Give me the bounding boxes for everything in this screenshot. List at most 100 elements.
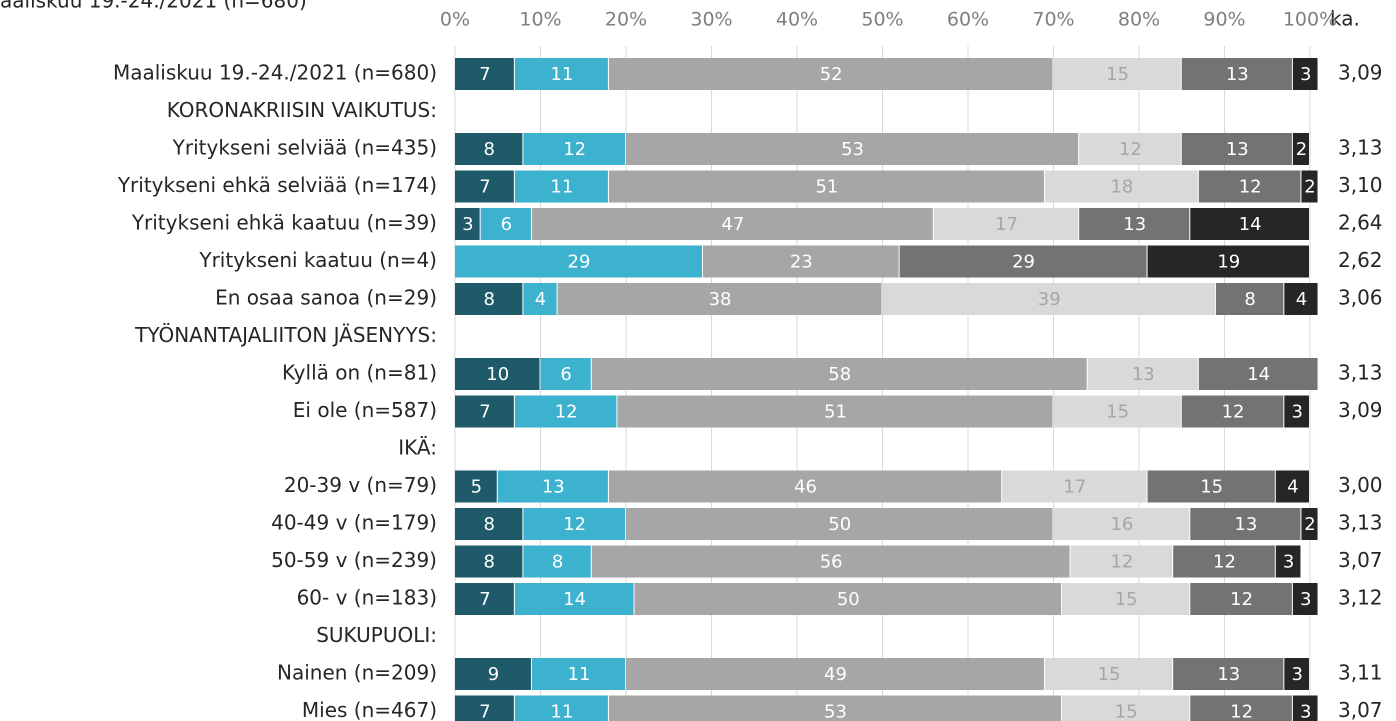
segment-label: 12: [555, 402, 578, 423]
segment-label: 5: [471, 477, 482, 498]
x-tick-label: 0%: [440, 9, 470, 31]
category-label: 20-39 v (n=79): [284, 473, 437, 497]
bar-segment: [702, 245, 899, 278]
x-tick-label: 20%: [605, 9, 647, 31]
bar-segment: [455, 133, 523, 165]
segment-label: 3: [1291, 402, 1302, 423]
bar-segment: [455, 583, 514, 615]
segment-label: 56: [820, 552, 843, 573]
segment-label: 11: [550, 177, 573, 198]
mean-label: 3,00: [1338, 473, 1383, 497]
bar-segment: [557, 283, 882, 315]
segment-label: 18: [1110, 177, 1133, 198]
bar-segment: [514, 395, 617, 428]
bar-segment: [1292, 583, 1318, 615]
bar-segment: [1190, 583, 1292, 615]
segment-label: 11: [568, 664, 591, 685]
x-tick-label: 30%: [690, 9, 732, 31]
mean-header: ka.: [1330, 7, 1360, 31]
bar-segment: [455, 208, 480, 240]
bar-segment: [591, 545, 1070, 578]
segment-label: 4: [1296, 289, 1307, 310]
segment-label: 49: [824, 664, 847, 685]
mean-label: 3,13: [1338, 361, 1383, 385]
bar-segment: [1190, 208, 1309, 240]
bar-segment: [1147, 470, 1275, 503]
mean-label: 3,06: [1338, 286, 1383, 310]
bar-segment: [1079, 133, 1181, 165]
x-tick-label: 40%: [776, 9, 818, 31]
category-label: Yritykseni ehkä kaatuu (n=39): [131, 211, 437, 235]
segment-label: 58: [828, 364, 851, 385]
segment-label: 39: [1038, 289, 1061, 310]
segment-label: 29: [568, 252, 591, 273]
segment-label: 7: [479, 64, 490, 85]
segment-label: 2: [1304, 177, 1315, 198]
segment-label: 3: [462, 214, 473, 235]
segment-label: 12: [1213, 552, 1236, 573]
segment-label: 8: [483, 552, 494, 573]
bar-segment: [455, 470, 497, 503]
segment-label: 8: [552, 552, 563, 573]
segment-label: 15: [1115, 702, 1138, 721]
bar-segment: [1044, 658, 1173, 690]
mean-label: 3,07: [1338, 548, 1383, 572]
x-tick-label: 80%: [1118, 9, 1160, 31]
bar-segment: [455, 658, 531, 690]
bar-segment: [1173, 545, 1275, 578]
segment-label: 8: [483, 139, 494, 160]
bar-segment: [933, 208, 1079, 240]
category-label: Nainen (n=209): [277, 661, 437, 685]
bar-segment: [455, 283, 523, 315]
bar-segment: [1215, 283, 1284, 315]
segment-label: 3: [1291, 664, 1302, 685]
bar-segment: [626, 658, 1044, 690]
segment-label: 3: [1300, 702, 1311, 721]
bar-segment: [514, 583, 634, 615]
segment-label: 46: [794, 477, 817, 498]
segment-label: 7: [479, 702, 490, 721]
bar-segment: [523, 545, 591, 578]
segment-label: 10: [486, 364, 509, 385]
category-label: KORONAKRIISIN VAIKUTUS:: [167, 98, 437, 122]
bar-segment: [1181, 133, 1292, 165]
bar-segment: [531, 658, 625, 690]
segment-label: 12: [563, 139, 586, 160]
bar-segment: [591, 358, 1087, 390]
bar-segment: [626, 508, 1053, 540]
category-label: Ei ole (n=587): [293, 398, 437, 422]
category-label: 50-59 v (n=239): [271, 548, 437, 572]
bar-segment: [1079, 208, 1190, 240]
bar-segment: [1181, 58, 1292, 90]
segment-label: 51: [815, 177, 838, 198]
bar-segment: [455, 58, 514, 90]
bar-segment: [1301, 508, 1318, 540]
bar-segment: [480, 208, 531, 240]
bar-segment: [882, 283, 1215, 315]
category-label: Kyllä on (n=81): [282, 361, 437, 385]
bar-segment: [1181, 395, 1284, 428]
bar-segment: [1053, 58, 1181, 90]
bar-segment: [1053, 395, 1181, 428]
x-tick-label: 90%: [1203, 9, 1245, 31]
segment-label: 13: [1226, 64, 1249, 85]
category-label: TYÖNANTAJALIITON JÄSENYYS:: [134, 323, 437, 347]
chart-title: aaliskuu 19.-24./2021 (n=680): [0, 0, 307, 13]
bar-segment: [1190, 508, 1301, 540]
category-label: IKÄ:: [398, 436, 437, 460]
bar-segment: [455, 395, 514, 428]
segment-label: 15: [1200, 477, 1223, 498]
x-tick-label: 60%: [947, 9, 989, 31]
segment-label: 52: [820, 64, 843, 85]
bar-segment: [1147, 245, 1309, 278]
segment-label: 14: [1239, 214, 1262, 235]
segment-label: 3: [1283, 552, 1294, 573]
bar-segment: [1044, 170, 1198, 203]
segment-label: 53: [824, 702, 847, 721]
x-tick-label: 10%: [519, 9, 561, 31]
segment-label: 13: [1132, 364, 1155, 385]
category-label: Yritykseni kaatuu (n=4): [198, 248, 437, 272]
segment-label: 12: [563, 514, 586, 535]
x-tick-label: 100%: [1283, 9, 1337, 31]
bar-segment: [1198, 170, 1301, 203]
